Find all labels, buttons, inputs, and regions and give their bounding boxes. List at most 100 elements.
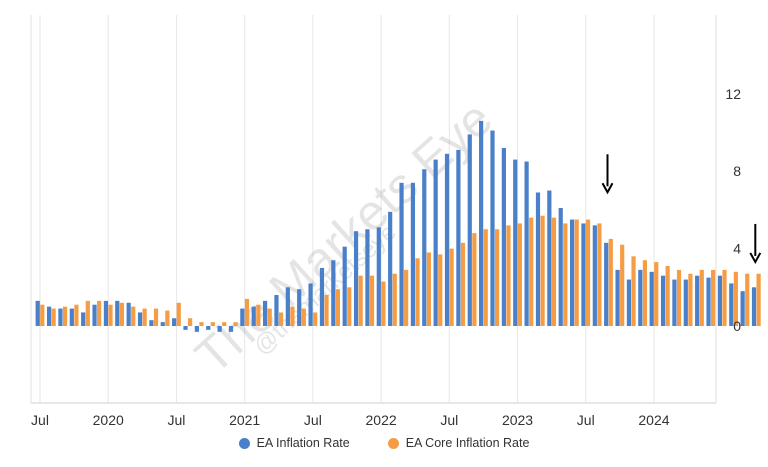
bar-ea-inflation — [604, 242, 609, 326]
bar-ea-inflation — [456, 149, 461, 326]
bar-ea-inflation — [558, 207, 563, 326]
bar-ea-inflation — [240, 308, 245, 326]
x-tick-label: 2021 — [229, 412, 260, 428]
bar-ea-inflation — [513, 159, 518, 326]
x-tick-label: Jul — [577, 412, 595, 428]
bars — [35, 120, 761, 332]
bar-ea-core-inflation — [711, 269, 716, 326]
bar-ea-inflation — [365, 229, 370, 326]
x-tick-label: Jul — [304, 412, 322, 428]
bar-ea-inflation — [399, 182, 404, 326]
legend: EA Inflation Rate EA Core Inflation Rate — [0, 436, 768, 450]
bar-ea-inflation — [592, 225, 597, 326]
bar-ea-core-inflation — [392, 273, 397, 326]
bar-ea-core-inflation — [676, 269, 682, 326]
bar-ea-inflation — [524, 161, 529, 326]
bar-ea-inflation — [490, 130, 495, 326]
legend-label-ea-core-inflation: EA Core Inflation Rate — [405, 436, 530, 450]
x-tick-label: 2020 — [93, 412, 124, 428]
bar-ea-inflation — [126, 302, 131, 326]
bar-ea-core-inflation — [620, 244, 625, 326]
bar-ea-inflation — [92, 304, 97, 326]
bar-ea-core-inflation — [506, 225, 511, 326]
bar-ea-core-inflation — [563, 223, 568, 326]
bar-ea-inflation — [672, 279, 677, 326]
bar-ea-inflation — [615, 269, 620, 326]
bar-ea-inflation — [683, 279, 688, 326]
bar-ea-core-inflation — [256, 304, 261, 326]
bar-ea-core-inflation — [74, 304, 79, 326]
watermark: The Markets Eye @themarketseye — [184, 90, 502, 384]
y-tick-label: 12 — [725, 86, 741, 102]
legend-label-ea-inflation: EA Inflation Rate — [256, 436, 350, 450]
bar-ea-inflation — [626, 279, 632, 326]
bar-ea-inflation — [581, 223, 586, 326]
bar-ea-core-inflation — [324, 295, 329, 326]
bar-ea-core-inflation — [335, 289, 341, 327]
y-axis: 12 8 4 0 — [725, 86, 741, 334]
bar-ea-inflation — [285, 287, 290, 326]
legend-marker-ea-core-inflation — [387, 437, 399, 449]
bar-ea-core-inflation — [483, 229, 488, 326]
watermark-text: The Markets Eye — [184, 90, 502, 384]
bar-ea-inflation — [331, 260, 336, 326]
bar-ea-inflation — [172, 318, 177, 326]
bar-ea-inflation — [388, 211, 393, 326]
bar-ea-core-inflation — [199, 322, 204, 326]
bar-ea-inflation — [740, 291, 745, 326]
bar-ea-core-inflation — [267, 308, 272, 326]
bar-ea-core-inflation — [597, 223, 602, 326]
bar-ea-core-inflation — [415, 258, 420, 326]
bar-ea-core-inflation — [654, 262, 659, 326]
legend-item-ea-core-inflation[interactable]: EA Core Inflation Rate — [387, 436, 530, 450]
x-tick-label: 2023 — [502, 412, 533, 428]
bar-ea-inflation — [342, 246, 347, 326]
bar-ea-core-inflation — [301, 308, 306, 326]
bar-ea-inflation — [58, 308, 63, 326]
bar-ea-core-inflation — [153, 308, 159, 326]
bar-ea-inflation — [217, 326, 222, 332]
bar-ea-inflation — [81, 312, 86, 326]
bar-ea-inflation — [660, 275, 666, 326]
bar-ea-inflation — [149, 320, 154, 326]
bar-ea-core-inflation — [574, 219, 579, 326]
bar-ea-inflation — [649, 271, 654, 326]
bar-ea-core-inflation — [85, 300, 90, 327]
bar-ea-inflation — [297, 289, 302, 327]
x-tick-label: 2024 — [638, 412, 669, 428]
bar-ea-inflation — [433, 159, 438, 326]
bar-ea-core-inflation — [222, 322, 227, 326]
bar-ea-inflation — [103, 300, 109, 327]
bar-ea-core-inflation — [62, 306, 68, 326]
bar-ea-core-inflation — [51, 308, 56, 326]
bar-ea-core-inflation — [369, 275, 375, 326]
bar-ea-core-inflation — [699, 269, 704, 326]
bar-ea-core-inflation — [585, 219, 591, 326]
bar-ea-core-inflation — [495, 229, 500, 326]
bar-ea-inflation — [115, 300, 120, 327]
bar-ea-inflation — [467, 134, 472, 326]
bar-ea-inflation — [376, 227, 381, 326]
bar-ea-core-inflation — [119, 302, 124, 326]
bar-ea-core-inflation — [347, 287, 352, 326]
bar-ea-core-inflation — [278, 312, 284, 326]
bar-ea-core-inflation — [210, 322, 215, 326]
y-tick-label: 8 — [733, 163, 741, 179]
bar-ea-core-inflation — [404, 269, 409, 326]
bar-ea-inflation — [717, 275, 722, 326]
bar-ea-core-inflation — [608, 238, 613, 327]
down-arrow-icon — [749, 252, 762, 265]
bar-ea-core-inflation — [233, 322, 238, 326]
legend-item-ea-inflation[interactable]: EA Inflation Rate — [238, 436, 350, 450]
bar-ea-core-inflation — [40, 304, 45, 326]
x-tick-label: Jul — [167, 412, 185, 428]
bar-ea-core-inflation — [358, 275, 363, 326]
y-tick-label: 0 — [733, 318, 741, 334]
bar-ea-core-inflation — [631, 256, 636, 326]
bar-ea-inflation — [706, 277, 711, 327]
bar-ea-core-inflation — [529, 217, 534, 326]
bar-ea-inflation — [160, 322, 165, 326]
x-tick-label: Jul — [31, 412, 49, 428]
bar-ea-inflation — [274, 295, 279, 326]
